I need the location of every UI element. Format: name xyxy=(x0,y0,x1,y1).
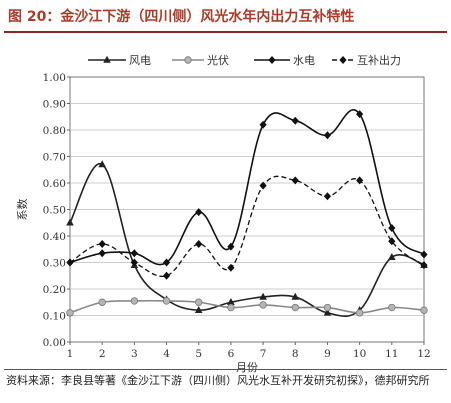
series-3-point xyxy=(388,224,396,233)
series-2-point xyxy=(195,298,203,306)
legend-label-4: 互补出力 xyxy=(357,53,401,67)
figure-title: 图 20：金沙江下游（四川侧）风光水年内出力互补特性 xyxy=(8,9,355,25)
series-1-point xyxy=(388,253,396,260)
x-tick-label: 1 xyxy=(67,348,74,360)
series-3-point xyxy=(98,249,106,258)
series-4-point xyxy=(420,261,428,270)
x-tick-label: 5 xyxy=(195,348,202,360)
x-tick-label: 12 xyxy=(417,348,430,360)
series-4-point xyxy=(388,237,396,246)
series-4 xyxy=(66,175,428,280)
legend-2-point xyxy=(184,56,192,64)
source-note: 资料来源：李良县等著《金沙江下游（四川侧）风光水互补开发研究初探》，德邦研究所 xyxy=(6,374,430,387)
series-1 xyxy=(66,160,428,317)
series-2-line xyxy=(69,299,425,314)
series-2-point xyxy=(130,297,139,305)
y-tick-label: 1.00 xyxy=(43,72,66,84)
series-2-point xyxy=(388,303,396,312)
legend-label-1: 风电 xyxy=(129,54,151,67)
y-tick-label: 0.30 xyxy=(43,258,66,270)
x-tick-label: 11 xyxy=(385,348,398,360)
y-axis-ticks: 0.00 0.10 0.20 0.30 0.40 0.50 0.60 0.70 0.80 0.90… xyxy=(43,72,70,349)
x-tick-label: 6 xyxy=(228,348,235,360)
series-3-line xyxy=(69,109,425,266)
title-divider xyxy=(4,31,447,33)
series-3-point xyxy=(130,249,138,258)
legend-4-point xyxy=(339,56,347,64)
y-tick-label: 0.50 xyxy=(43,205,66,217)
x-tick-label: 4 xyxy=(163,348,170,360)
y-tick-label: 0.20 xyxy=(43,284,66,296)
series-2-point xyxy=(227,303,235,312)
series-1-line xyxy=(69,163,425,317)
series-4-point xyxy=(259,181,267,190)
series-2-point xyxy=(291,303,299,312)
series-4-point xyxy=(227,263,235,272)
x-tick-label: 10 xyxy=(353,348,366,360)
series-2-point xyxy=(162,297,171,305)
series-3-point xyxy=(323,131,332,140)
legend-label-3: 水电 xyxy=(293,54,315,67)
y-axis-label: 系数 xyxy=(16,199,29,221)
series-4-point xyxy=(98,239,106,248)
y-tick-label: 0.90 xyxy=(43,99,66,111)
legend-label-2: 光伏 xyxy=(207,53,229,67)
x-tick-label: 3 xyxy=(131,348,138,360)
y-tick-label: 0.80 xyxy=(43,125,66,137)
x-tick-label: 7 xyxy=(260,348,267,360)
series-1-point xyxy=(323,308,332,316)
series-3-point xyxy=(259,120,267,129)
series-3-point xyxy=(162,258,171,267)
y-tick-label: 0.40 xyxy=(43,231,66,243)
series-3-point xyxy=(420,250,428,259)
series-2-point xyxy=(259,301,267,309)
x-tick-label: 8 xyxy=(292,348,299,360)
series-4-point xyxy=(130,258,138,267)
y-tick-label: 0.10 xyxy=(43,311,66,323)
y-tick-label: 0.60 xyxy=(43,178,66,190)
x-axis-label: 月份 xyxy=(236,361,258,374)
series-1-point xyxy=(66,218,74,226)
series-2-point xyxy=(66,309,74,317)
x-tick-label: 2 xyxy=(99,348,106,360)
y-tick-label: 0.00 xyxy=(43,337,66,349)
series-3-point xyxy=(195,208,203,217)
series-3 xyxy=(66,109,428,267)
series-2-point xyxy=(355,309,364,317)
source-divider xyxy=(4,369,447,370)
series-2-point xyxy=(98,298,106,306)
series-4-point xyxy=(356,176,364,185)
series-1-point xyxy=(227,298,235,306)
series-2 xyxy=(66,297,428,317)
grid-lines xyxy=(70,103,424,316)
legend-1-point xyxy=(103,55,111,63)
series-4-point xyxy=(323,192,332,201)
series-1-point xyxy=(259,292,267,300)
legend-3-point xyxy=(268,56,276,64)
series-3-point xyxy=(227,242,235,251)
series-1-point xyxy=(194,306,203,313)
series-3-point xyxy=(291,116,299,125)
series-4-point xyxy=(66,258,74,267)
series-4-point xyxy=(162,271,171,280)
series-1-point xyxy=(98,160,106,168)
series-4-point xyxy=(195,239,203,248)
series-1-point xyxy=(291,292,300,300)
series-3-point xyxy=(356,110,364,119)
series-group xyxy=(66,109,428,317)
x-tick-label: 9 xyxy=(324,348,331,360)
x-axis-ticks: 1 2 3 4 5 6 7 8 9 10 11 12 xyxy=(67,342,431,360)
chart-legend: 风电 光伏 水电 互补出力 xyxy=(88,53,401,67)
y-tick-label: 0.70 xyxy=(43,152,66,164)
series-2-point xyxy=(420,306,428,314)
series-2-point xyxy=(323,303,332,312)
series-4-point xyxy=(291,176,299,185)
